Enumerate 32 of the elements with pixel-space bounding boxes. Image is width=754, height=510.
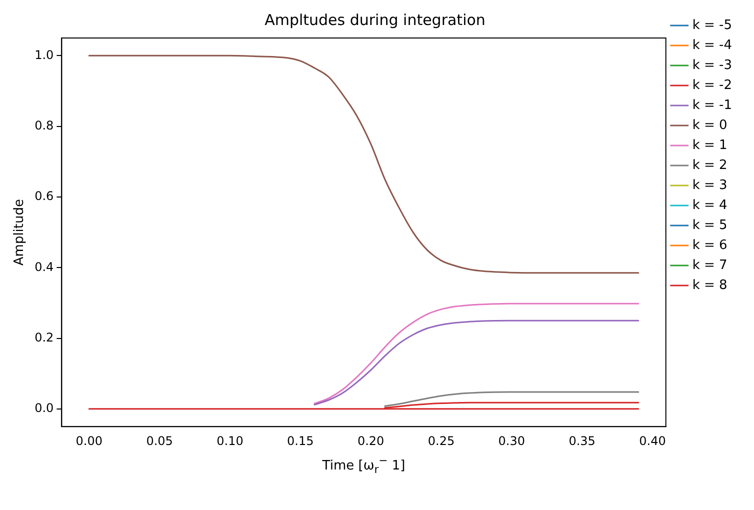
legend-label: k = -1	[692, 98, 732, 113]
legend-label: k = 7	[692, 258, 728, 273]
x-tick-label: 0.40	[639, 434, 666, 448]
x-tick-label: 0.20	[357, 434, 384, 448]
legend-label: k = -4	[692, 38, 732, 53]
legend-label: k = -2	[692, 78, 732, 93]
x-tick-label: 0.00	[76, 434, 103, 448]
legend-label: k = 1	[692, 138, 728, 153]
y-tick-label: 1.0	[34, 48, 54, 62]
y-tick-label: 0.2	[34, 330, 54, 344]
legend-label: k = -5	[692, 18, 732, 33]
y-tick-label: 0.4	[34, 260, 54, 274]
x-tick-label: 0.30	[498, 434, 525, 448]
legend-label: k = 8	[692, 278, 728, 293]
legend-label: k = 4	[692, 198, 728, 213]
y-tick-label: 0.0	[34, 401, 54, 416]
y-axis-title: Amplitude	[12, 198, 28, 266]
x-axis-title: Time [ω$_{r}$$^{−}$ 1]	[322, 454, 406, 476]
y-tick-label: 0.8	[34, 118, 54, 132]
legend-label: k = -3	[692, 58, 732, 73]
x-tick-label: 0.35	[568, 434, 596, 448]
x-tick-label: 0.10	[216, 434, 244, 448]
legend-label: k = 6	[692, 238, 728, 253]
chart-title: Ampltudes during integration	[264, 10, 486, 29]
legend-label: k = 5	[692, 218, 728, 233]
legend-label: k = 2	[692, 158, 728, 173]
legend-label: k = 0	[692, 118, 728, 133]
legend-label: k = 3	[692, 178, 728, 193]
x-tick-label: 0.15	[287, 434, 314, 448]
x-tick-label: 0.05	[146, 434, 173, 448]
x-tick-label: 0.25	[428, 434, 455, 448]
y-tick-label: 0.6	[34, 189, 54, 204]
